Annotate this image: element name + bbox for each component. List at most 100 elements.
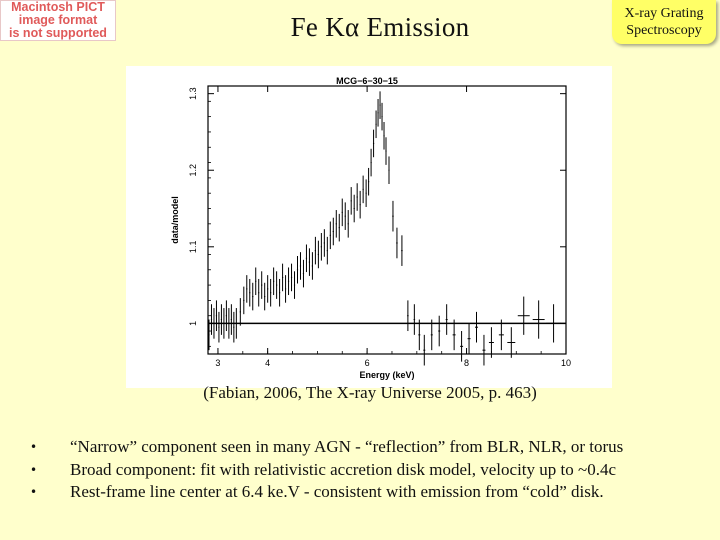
data-point [308,248,311,276]
data-point [252,282,254,311]
data-point [350,187,352,215]
bullet-dot: • [30,485,38,499]
badge-line: X-ray Grating [624,6,704,21]
data-point [452,319,456,351]
chart-title: MCG−6−30−15 [336,76,398,86]
x-tick-label: 3 [215,358,220,368]
topic-badge: X-ray Grating Spectroscopy [612,0,716,44]
data-point [208,319,210,351]
data-point [225,300,227,332]
data-point [377,99,379,127]
data-point [258,278,260,307]
data-point [445,304,448,335]
data-point [246,275,248,303]
data-point [356,183,358,211]
data-point [392,200,394,232]
data-point [423,334,426,366]
bullet-list: • “Narrow” component seen in many AGN - “… [30,436,623,504]
data-point [370,148,372,177]
data-point [517,296,530,335]
data-point [210,304,213,335]
data-point [323,229,325,257]
y-tick-label: 1 [188,321,198,326]
data-point [302,259,305,288]
data-point [230,304,232,335]
data-point [347,210,349,238]
data-point [488,327,494,358]
data-point [430,319,433,351]
data-point [293,271,296,299]
bullet-text: Rest-frame line center at 6.4 ke.V - con… [70,482,604,501]
data-point [438,315,441,347]
bullet-item: • “Narrow” component seen in many AGN - “… [30,436,623,459]
data-point [314,236,316,265]
data-point [498,319,504,351]
unsupported-image-placeholder: Macintosh PICT image format is not suppo… [0,0,116,41]
data-point [329,221,331,250]
x-axis-label: Energy (keV) [359,370,414,380]
spectrum-chart: MCG−6−30−15 3 4 6 8 10 1 1.1 1.2 1.3 Energy (keV) d… [170,76,571,380]
data-point [220,304,223,335]
data-point [326,236,328,265]
data-point [353,194,355,223]
data-point [338,213,340,242]
data-point [362,175,364,204]
x-tick-label: 10 [561,358,571,368]
data-point [267,275,269,303]
data-point [379,91,381,119]
data-point [418,319,421,351]
x-tick-label: 8 [464,358,469,368]
bullet-dot: • [30,440,38,454]
bullet-text: “Narrow” component seen in many AGN - “r… [70,437,624,456]
data-point [341,198,343,227]
data-point [332,217,334,246]
slide-title: Fe Kα Emission [290,12,470,42]
x-tick-label: 4 [265,358,270,368]
data-point [532,300,545,339]
data-point [305,244,308,273]
y-tick-label: 1.1 [188,241,198,254]
data-point [507,327,516,358]
badge-line: Spectroscopy [626,23,702,38]
y-axis-label: data/model [170,196,180,244]
y-tick-label: 1.3 [188,87,198,100]
data-point [261,271,263,299]
data-point [482,334,486,366]
placeholder-line: is not supported [9,26,107,40]
data-point [368,167,370,196]
data-point [243,286,245,315]
data-point [255,267,257,296]
data-point [213,308,215,339]
data-point [215,300,218,332]
data-point [407,300,409,332]
bullet-text: Broad component: fit with relativistic a… [70,459,616,479]
bullet-item: • Broad component: fit with relativistic … [30,459,623,482]
data-point [344,202,346,230]
data-point [372,129,375,158]
data-point [264,282,266,311]
spectrum-figure: MCG−6−30−15 3 4 6 8 10 1 1.1 1.2 1.3 Energy (keV) d… [126,66,612,388]
plot-frame [207,85,567,355]
data-point [273,267,275,296]
data-point [383,121,385,150]
data-point [276,271,278,299]
data-point [401,235,403,266]
x-tick-label: 6 [365,358,370,368]
data-point [233,311,235,343]
data-point [396,227,398,259]
data-point [335,210,337,238]
data-point [311,252,314,280]
data-point [460,331,464,362]
data-point [279,278,281,307]
data-point [218,311,220,343]
placeholder-line: Macintosh PICT [11,0,105,14]
data-point [223,308,225,339]
data-point [284,275,287,303]
data-point [381,102,383,131]
data-point [287,267,290,296]
bullet-item: • Rest-frame line center at 6.4 ke.V - co… [30,481,623,504]
data-point [467,323,471,354]
figure-caption: (Fabian, 2006, The X-ray Universe 2005, … [203,383,537,402]
data-point [375,110,377,139]
data-point [290,263,293,292]
